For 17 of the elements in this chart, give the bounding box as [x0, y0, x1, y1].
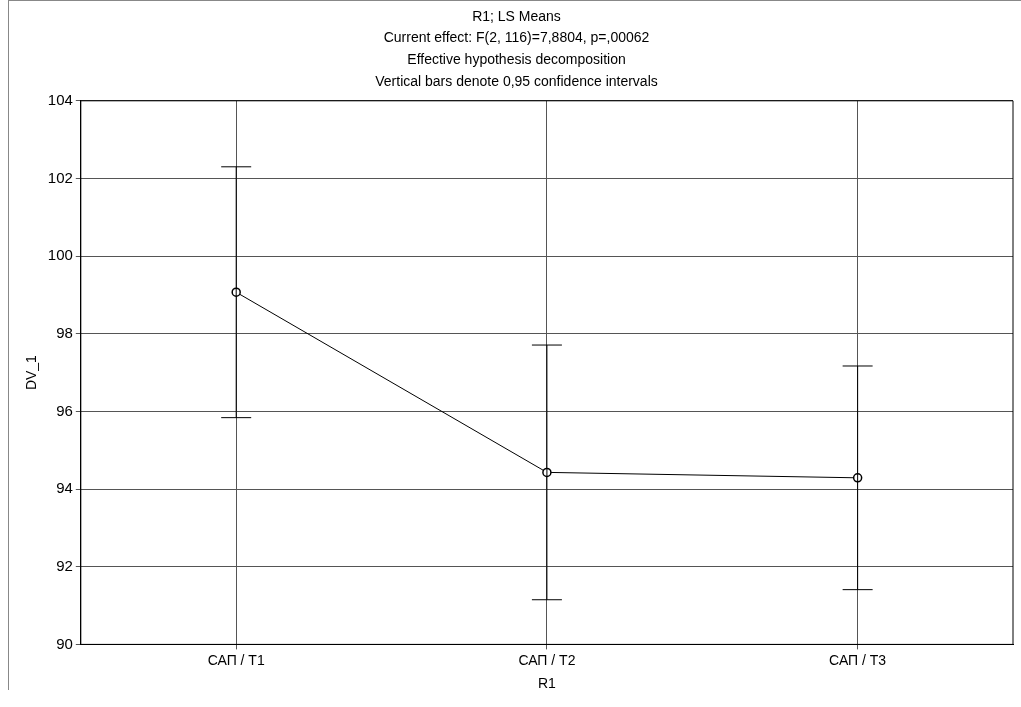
y-tick-label: 102: [47, 168, 73, 186]
x-tick-label: САП / Т1: [207, 651, 265, 668]
y-tick-label: 92: [56, 556, 73, 574]
y-tick-label: 104: [47, 90, 73, 108]
y-tick-label: 94: [56, 479, 73, 497]
text: Vertical bars denote 0,95 confidence intervals: [375, 72, 658, 89]
y-tick-label: 98: [56, 323, 73, 341]
x-tick-label: САП / Т3: [829, 651, 887, 668]
chart-subtitle: Current effect: F(2, 116)=7,8804, p=,00062: [383, 29, 650, 46]
y-axis-title: DV_1: [23, 354, 40, 391]
y-tick-label: 100: [47, 246, 73, 264]
chart-title: R1; LS Means: [472, 7, 561, 24]
y-tick-label: 90: [56, 634, 73, 652]
x-axis-title: R1: [537, 675, 557, 692]
text: Effective hypothesis decomposition: [407, 51, 626, 68]
x-tick-label: САП / Т2: [518, 651, 576, 668]
y-tick-label: 96: [56, 401, 73, 419]
